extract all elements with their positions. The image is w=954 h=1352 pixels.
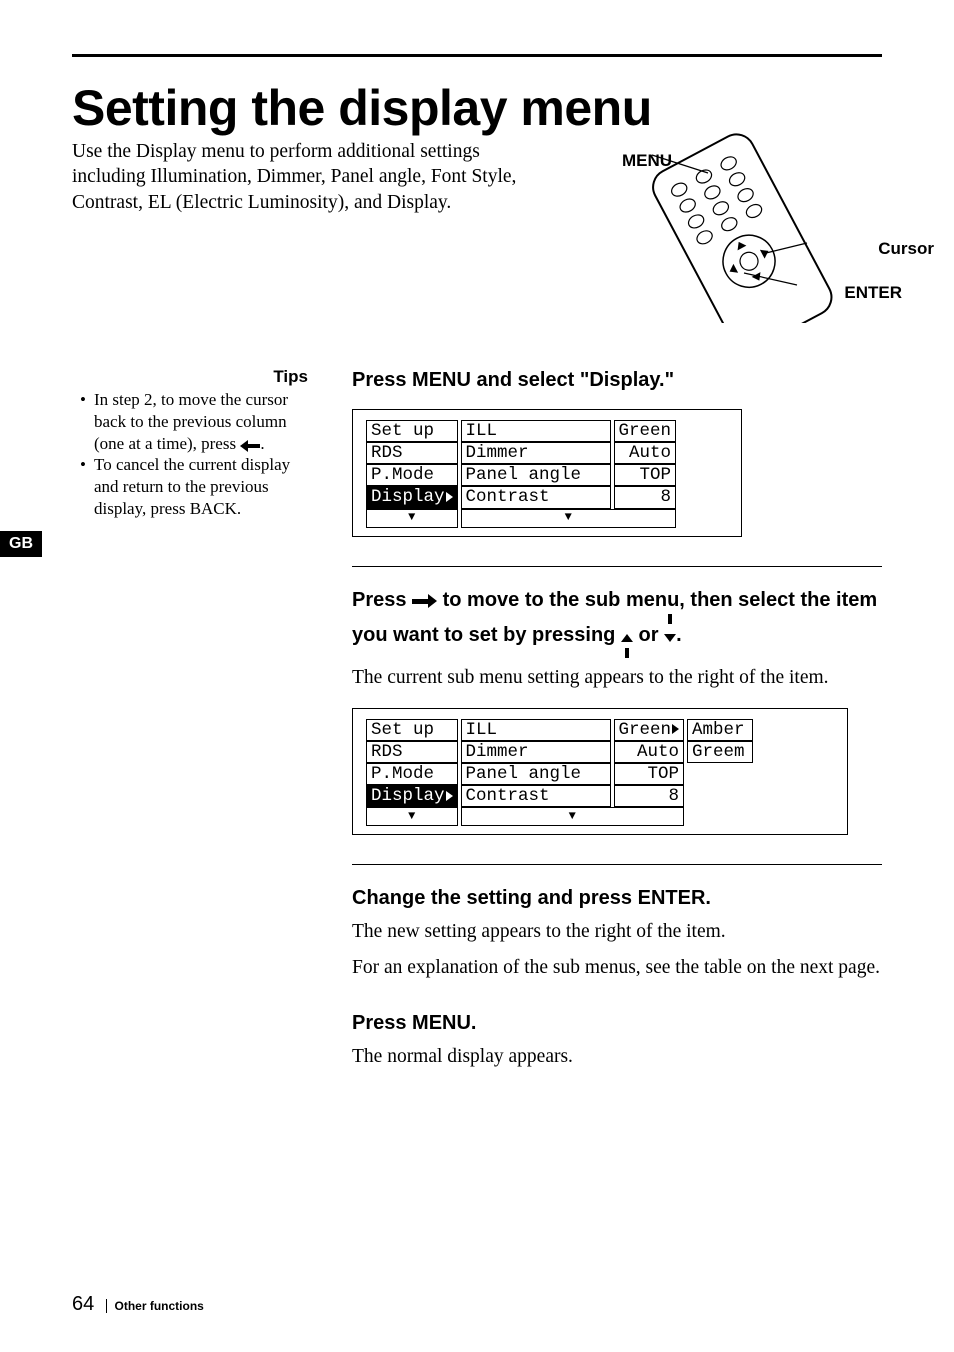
page-title: Setting the display menu — [72, 79, 882, 137]
lcd-cell: TOP — [614, 763, 685, 785]
lcd-cell: Dimmer — [461, 442, 611, 464]
page-footer: 64 Other functions — [72, 1293, 204, 1316]
step-head: Press MENU. — [352, 1010, 882, 1036]
lcd-cell: Dimmer — [461, 741, 611, 763]
arrow-right-icon — [412, 588, 437, 614]
lcd-cell: TOP — [614, 464, 677, 486]
lcd-scroll-down-icon: ▼ — [461, 807, 685, 826]
lcd-cell: ILL — [461, 420, 611, 442]
tip-item: To cancel the current display and return… — [80, 454, 308, 519]
lcd-cell: RDS — [366, 442, 458, 464]
lcd-text: Display — [371, 487, 445, 507]
lcd-cell: Greem — [687, 741, 753, 763]
step-1: Press MENU and select "Display." Set up … — [352, 367, 882, 567]
step-head: Press to move to the sub menu, then sele… — [352, 587, 882, 657]
remote-illustration: MENU Cursor ENTER — [552, 139, 882, 339]
step-4: Press MENU. The normal display appears. — [352, 1010, 882, 1103]
step-3: Change the setting and press ENTER. The … — [352, 885, 882, 998]
step-body: The new setting appears to the right of … — [352, 919, 882, 944]
lcd-cell: 8 — [614, 785, 685, 807]
lcd-cell: ILL — [461, 719, 611, 741]
lcd-cell: Set up — [366, 719, 458, 741]
step-head-part: . — [676, 624, 682, 646]
step-head-part: or — [633, 624, 664, 646]
page-number: 64 — [72, 1293, 94, 1315]
lcd-cell: Contrast — [461, 785, 611, 807]
lcd-cell: Contrast — [461, 486, 611, 508]
lcd-cell: Green — [614, 420, 677, 442]
step-head: Press MENU and select "Display." — [352, 367, 882, 393]
lcd-cell: Amber — [687, 719, 753, 741]
step-head: Change the setting and press ENTER. — [352, 885, 882, 911]
lcd-cell: 8 — [614, 486, 677, 508]
footer-section: Other functions — [106, 1299, 204, 1313]
step-2: Press to move to the sub menu, then sele… — [352, 587, 882, 866]
intro-text: Use the Display menu to perform addition… — [72, 139, 552, 215]
lcd-cell-selected: Display — [366, 785, 458, 807]
lcd-cell: Panel angle — [461, 464, 611, 486]
tips-heading: Tips — [72, 367, 308, 387]
remote-label-enter: ENTER — [844, 283, 902, 303]
step-head-part: Press — [352, 589, 412, 611]
lcd-scroll-down-icon: ▼ — [366, 807, 458, 826]
triangle-right-icon — [672, 724, 679, 734]
triangle-right-icon — [446, 791, 453, 801]
lcd-scroll-down-icon: ▼ — [461, 509, 677, 528]
lcd-empty — [687, 807, 753, 826]
arrow-down-icon — [664, 614, 676, 649]
lcd-text: Green — [619, 720, 672, 740]
lcd-cell: Auto — [614, 442, 677, 464]
step-body: The current sub menu setting appears to … — [352, 665, 882, 690]
lcd-cell: P.Mode — [366, 763, 458, 785]
remote-label-cursor: Cursor — [878, 239, 934, 259]
lcd-cell: Green — [614, 719, 685, 741]
region-tab: GB — [0, 531, 42, 557]
lcd-screen-2: Set up ILL Green Amber RDS Dimmer Auto G… — [352, 708, 848, 836]
tip-item: In step 2, to move the cursor back to th… — [80, 389, 308, 454]
lcd-screen-1: Set up ILL Green RDS Dimmer Auto P.Mode … — [352, 409, 742, 537]
arrow-up-icon — [621, 623, 633, 658]
triangle-right-icon — [446, 492, 453, 502]
lcd-text: Display — [371, 786, 445, 806]
lcd-cell-selected: Display — [366, 486, 458, 508]
lcd-scroll-down-icon: ▼ — [366, 509, 458, 528]
lcd-cell: P.Mode — [366, 464, 458, 486]
lcd-empty — [687, 763, 753, 785]
step-body: The normal display appears. — [352, 1044, 882, 1069]
arrow-left-icon — [240, 434, 260, 456]
remote-icon — [632, 133, 842, 323]
step-body: For an explanation of the sub menus, see… — [352, 955, 882, 980]
top-rule — [72, 54, 882, 57]
lcd-cell: Set up — [366, 420, 458, 442]
lcd-cell: Panel angle — [461, 763, 611, 785]
lcd-empty — [687, 785, 753, 807]
lcd-cell: Auto — [614, 741, 685, 763]
lcd-cell: RDS — [366, 741, 458, 763]
tips-list: In step 2, to move the cursor back to th… — [72, 389, 308, 520]
